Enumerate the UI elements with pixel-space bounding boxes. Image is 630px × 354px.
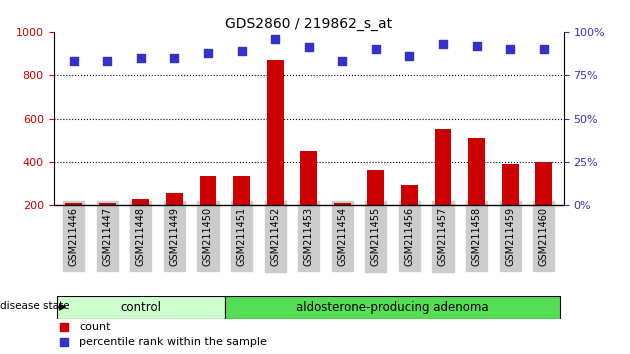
Bar [501,164,518,249]
Point [471,43,481,48]
Bar [66,203,82,249]
Text: control: control [120,301,161,314]
Point [59,340,69,346]
Text: aldosterone-producing adenoma: aldosterone-producing adenoma [296,301,489,314]
Bar [233,176,250,249]
Point [404,53,415,59]
Bar [57,296,225,319]
Bar [99,203,116,249]
Bar [200,176,216,249]
Point [270,36,280,42]
Bar [468,138,485,249]
Point [59,324,69,329]
Text: count: count [79,321,111,332]
Bar [367,170,384,249]
Bar [166,193,183,249]
Bar [266,60,284,249]
Text: disease state: disease state [0,301,69,311]
Point [505,46,515,52]
Point [203,50,213,56]
Point [371,46,381,52]
Point [102,58,112,64]
Text: percentile rank within the sample: percentile rank within the sample [79,337,267,348]
Bar [401,185,418,249]
Bar [536,162,552,249]
Point [236,48,246,54]
Bar [334,203,351,249]
Title: GDS2860 / 219862_s_at: GDS2860 / 219862_s_at [225,17,392,31]
Point [304,45,314,50]
Point [539,46,549,52]
Point [136,55,146,61]
Bar [225,296,561,319]
Bar [435,130,451,249]
Point [169,55,180,61]
Point [337,58,347,64]
Bar [132,199,149,249]
Bar [301,151,317,249]
Point [438,41,448,47]
Point [69,58,79,64]
